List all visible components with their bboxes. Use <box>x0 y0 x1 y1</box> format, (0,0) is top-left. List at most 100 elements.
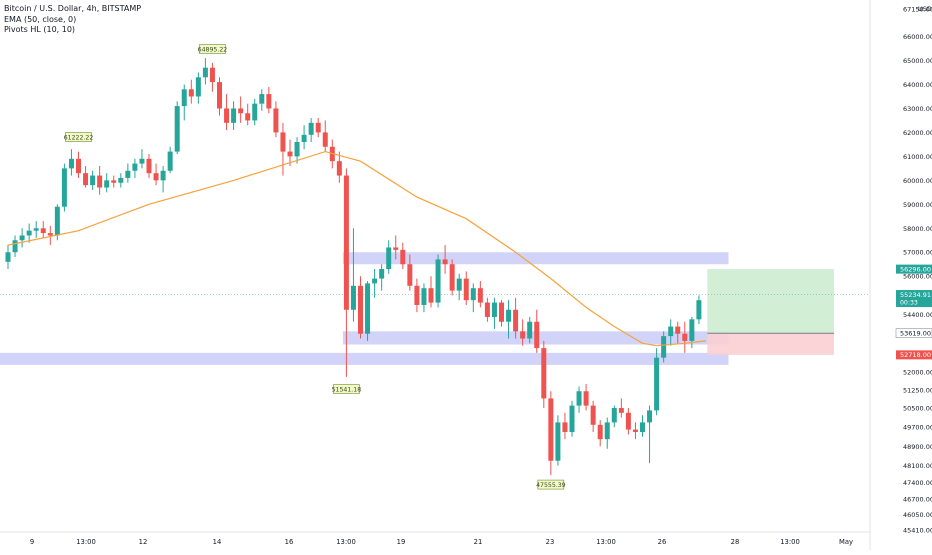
candle[interactable] <box>350 285 356 310</box>
candle[interactable] <box>104 180 110 188</box>
candle[interactable] <box>315 122 321 133</box>
candle[interactable] <box>125 170 131 178</box>
candle[interactable] <box>611 408 617 423</box>
candle[interactable] <box>647 410 653 423</box>
candle[interactable] <box>477 288 483 303</box>
candle[interactable] <box>499 302 504 322</box>
candle[interactable] <box>12 240 18 253</box>
candle[interactable] <box>513 309 519 332</box>
candle[interactable] <box>640 422 645 432</box>
candle[interactable] <box>442 259 448 265</box>
candle[interactable] <box>414 285 420 305</box>
candle[interactable] <box>661 336 667 358</box>
candle[interactable] <box>555 422 561 461</box>
candle[interactable] <box>379 269 385 279</box>
candle[interactable] <box>238 108 244 114</box>
candle[interactable] <box>618 408 624 413</box>
candle[interactable] <box>266 94 272 109</box>
candle[interactable] <box>252 103 258 121</box>
candle[interactable] <box>153 173 159 181</box>
candle[interactable] <box>541 348 547 399</box>
candle[interactable] <box>491 302 497 317</box>
candle[interactable] <box>343 175 349 310</box>
candle[interactable] <box>590 405 596 425</box>
candle[interactable] <box>506 309 512 322</box>
candle[interactable] <box>689 319 695 341</box>
candle[interactable] <box>386 247 392 270</box>
candle[interactable] <box>604 422 610 440</box>
candle[interactable] <box>132 163 138 171</box>
candle[interactable] <box>365 283 371 334</box>
candle[interactable] <box>90 175 96 186</box>
candle[interactable] <box>456 278 462 291</box>
candle[interactable] <box>146 158 152 174</box>
candle[interactable] <box>322 132 328 147</box>
candle[interactable] <box>19 235 25 241</box>
candle[interactable] <box>76 158 81 174</box>
candle[interactable] <box>68 158 74 169</box>
candle[interactable] <box>484 302 490 317</box>
candle[interactable] <box>61 168 67 207</box>
candle[interactable] <box>654 357 660 411</box>
candle[interactable] <box>26 230 32 236</box>
candle[interactable] <box>428 288 434 303</box>
candle[interactable] <box>111 180 117 183</box>
candle[interactable] <box>287 151 293 157</box>
candle[interactable] <box>470 288 476 301</box>
candle[interactable] <box>597 424 603 440</box>
candle[interactable] <box>224 108 230 123</box>
candle[interactable] <box>33 228 39 231</box>
candle[interactable] <box>259 94 265 104</box>
candle[interactable] <box>174 106 180 152</box>
candle[interactable] <box>548 398 554 461</box>
candle[interactable] <box>421 288 427 305</box>
candle[interactable] <box>534 321 540 349</box>
candle[interactable] <box>209 67 215 83</box>
candle[interactable] <box>308 122 314 135</box>
candle[interactable] <box>682 333 688 341</box>
candle[interactable] <box>435 259 441 303</box>
candle[interactable] <box>5 252 11 262</box>
candle[interactable] <box>358 285 363 334</box>
candle[interactable] <box>83 173 89 186</box>
candle[interactable] <box>40 228 46 234</box>
candle[interactable] <box>527 321 533 339</box>
candle[interactable] <box>245 113 251 121</box>
candle[interactable] <box>118 177 124 183</box>
candle[interactable] <box>562 422 568 432</box>
candle[interactable] <box>569 405 575 432</box>
candle[interactable] <box>632 429 638 432</box>
candle[interactable] <box>47 233 53 236</box>
candle[interactable] <box>576 391 582 406</box>
candle[interactable] <box>400 249 406 265</box>
candle[interactable] <box>273 108 279 133</box>
candle[interactable] <box>195 77 201 97</box>
candle[interactable] <box>668 326 674 337</box>
candle[interactable] <box>696 300 702 320</box>
candle[interactable] <box>231 108 237 123</box>
candle[interactable] <box>372 278 378 284</box>
candle[interactable] <box>97 175 103 188</box>
target-zone[interactable] <box>707 269 834 334</box>
candle[interactable] <box>407 264 413 286</box>
candle[interactable] <box>160 170 166 181</box>
candle[interactable] <box>336 161 342 176</box>
candle[interactable] <box>294 142 300 157</box>
candle[interactable] <box>675 326 681 334</box>
candle[interactable] <box>625 412 631 430</box>
candle[interactable] <box>139 158 145 164</box>
candle[interactable] <box>463 278 469 301</box>
candle[interactable] <box>217 82 222 109</box>
candle[interactable] <box>54 206 60 236</box>
candle[interactable] <box>188 89 194 97</box>
candle[interactable] <box>301 134 307 143</box>
stop-zone[interactable] <box>707 333 834 355</box>
candle[interactable] <box>167 151 173 171</box>
candle[interactable] <box>583 391 589 406</box>
candle[interactable] <box>520 331 526 339</box>
candle[interactable] <box>280 132 286 152</box>
candle[interactable] <box>449 264 455 291</box>
candle[interactable] <box>202 67 208 78</box>
